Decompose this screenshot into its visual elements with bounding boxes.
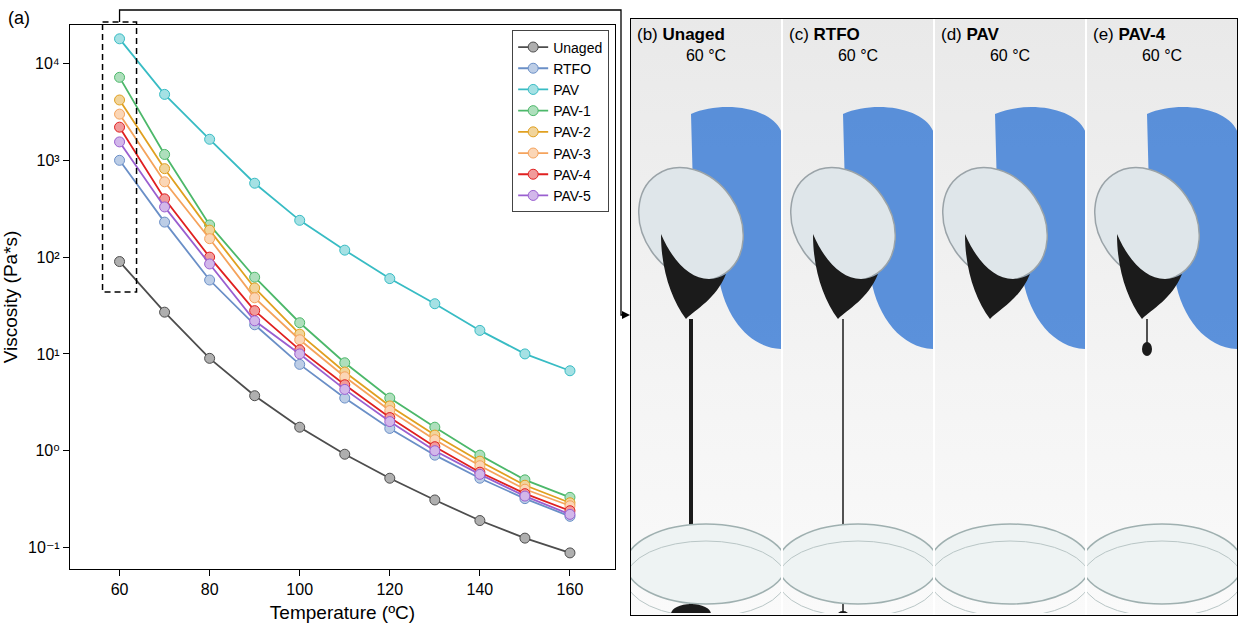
html-text:(e) PAV-4: (e) PAV-4 (1093, 25, 1166, 44)
svg-text:10⁴: 10⁴ (35, 55, 60, 72)
svg-text:10¹: 10¹ (37, 346, 60, 363)
html-text:(b) Unaged: (b) Unaged (637, 25, 725, 44)
html-text:60 °C: 60 °C (989, 47, 1031, 64)
svg-text:Temperature (ºC): Temperature (ºC) (270, 602, 415, 623)
svg-text:PAV-3: PAV-3 (553, 146, 591, 162)
svg-text:PAV-4: PAV-4 (553, 167, 591, 183)
svg-text:(a): (a) (8, 8, 30, 28)
svg-text:PAV-2: PAV-2 (553, 124, 591, 140)
html-text:(c) RTFO: (c) RTFO (789, 25, 860, 44)
html-text:60 °C: 60 °C (685, 47, 727, 64)
svg-text:80: 80 (201, 581, 219, 598)
svg-text:Unaged: Unaged (553, 40, 602, 56)
html-text:60 °C: 60 °C (837, 47, 879, 64)
svg-text:PAV: PAV (553, 82, 580, 98)
svg-text:10²: 10² (37, 249, 61, 266)
svg-text:100: 100 (286, 581, 313, 598)
html-text:60 °C: 60 °C (1141, 47, 1183, 64)
svg-text:60: 60 (111, 581, 129, 598)
html-text:(d) PAV: (d) PAV (941, 25, 999, 44)
svg-text:PAV-5: PAV-5 (553, 188, 591, 204)
svg-text:PAV-1: PAV-1 (553, 103, 591, 119)
svg-text:120: 120 (376, 581, 403, 598)
svg-text:160: 160 (557, 581, 584, 598)
svg-text:10³: 10³ (37, 152, 61, 169)
svg-text:RTFO: RTFO (553, 61, 591, 77)
svg-text:140: 140 (467, 581, 494, 598)
svg-text:10⁰: 10⁰ (35, 442, 59, 459)
svg-text:Viscosity (Pa*s): Viscosity (Pa*s) (0, 231, 21, 364)
svg-text:10⁻¹: 10⁻¹ (28, 539, 60, 556)
